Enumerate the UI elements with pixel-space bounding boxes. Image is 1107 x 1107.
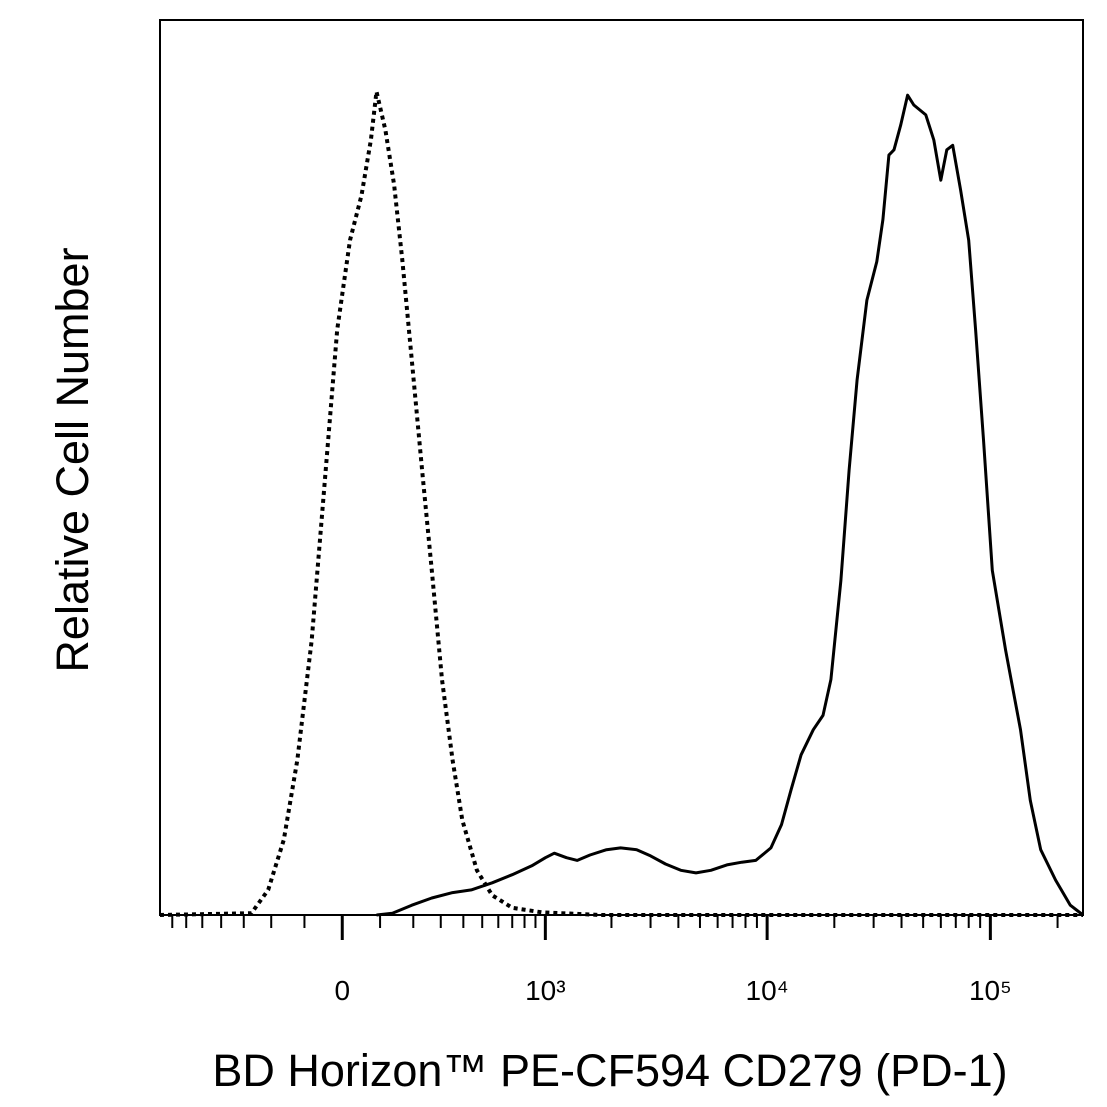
x-tick-label: 10⁵ — [969, 975, 1012, 1006]
plot-frame — [159, 19, 1084, 916]
x-tick-label: 10⁴ — [746, 975, 789, 1006]
x-axis-title: BD Horizon™ PE-CF594 CD279 (PD-1) — [212, 1045, 1007, 1096]
x-tick-label: 10³ — [525, 975, 565, 1006]
x-tick-label: 0 — [334, 975, 350, 1006]
dotted-histogram — [159, 89, 1083, 917]
y-axis-title: Relative Cell Number — [47, 247, 98, 672]
solid-histogram — [376, 93, 1084, 917]
